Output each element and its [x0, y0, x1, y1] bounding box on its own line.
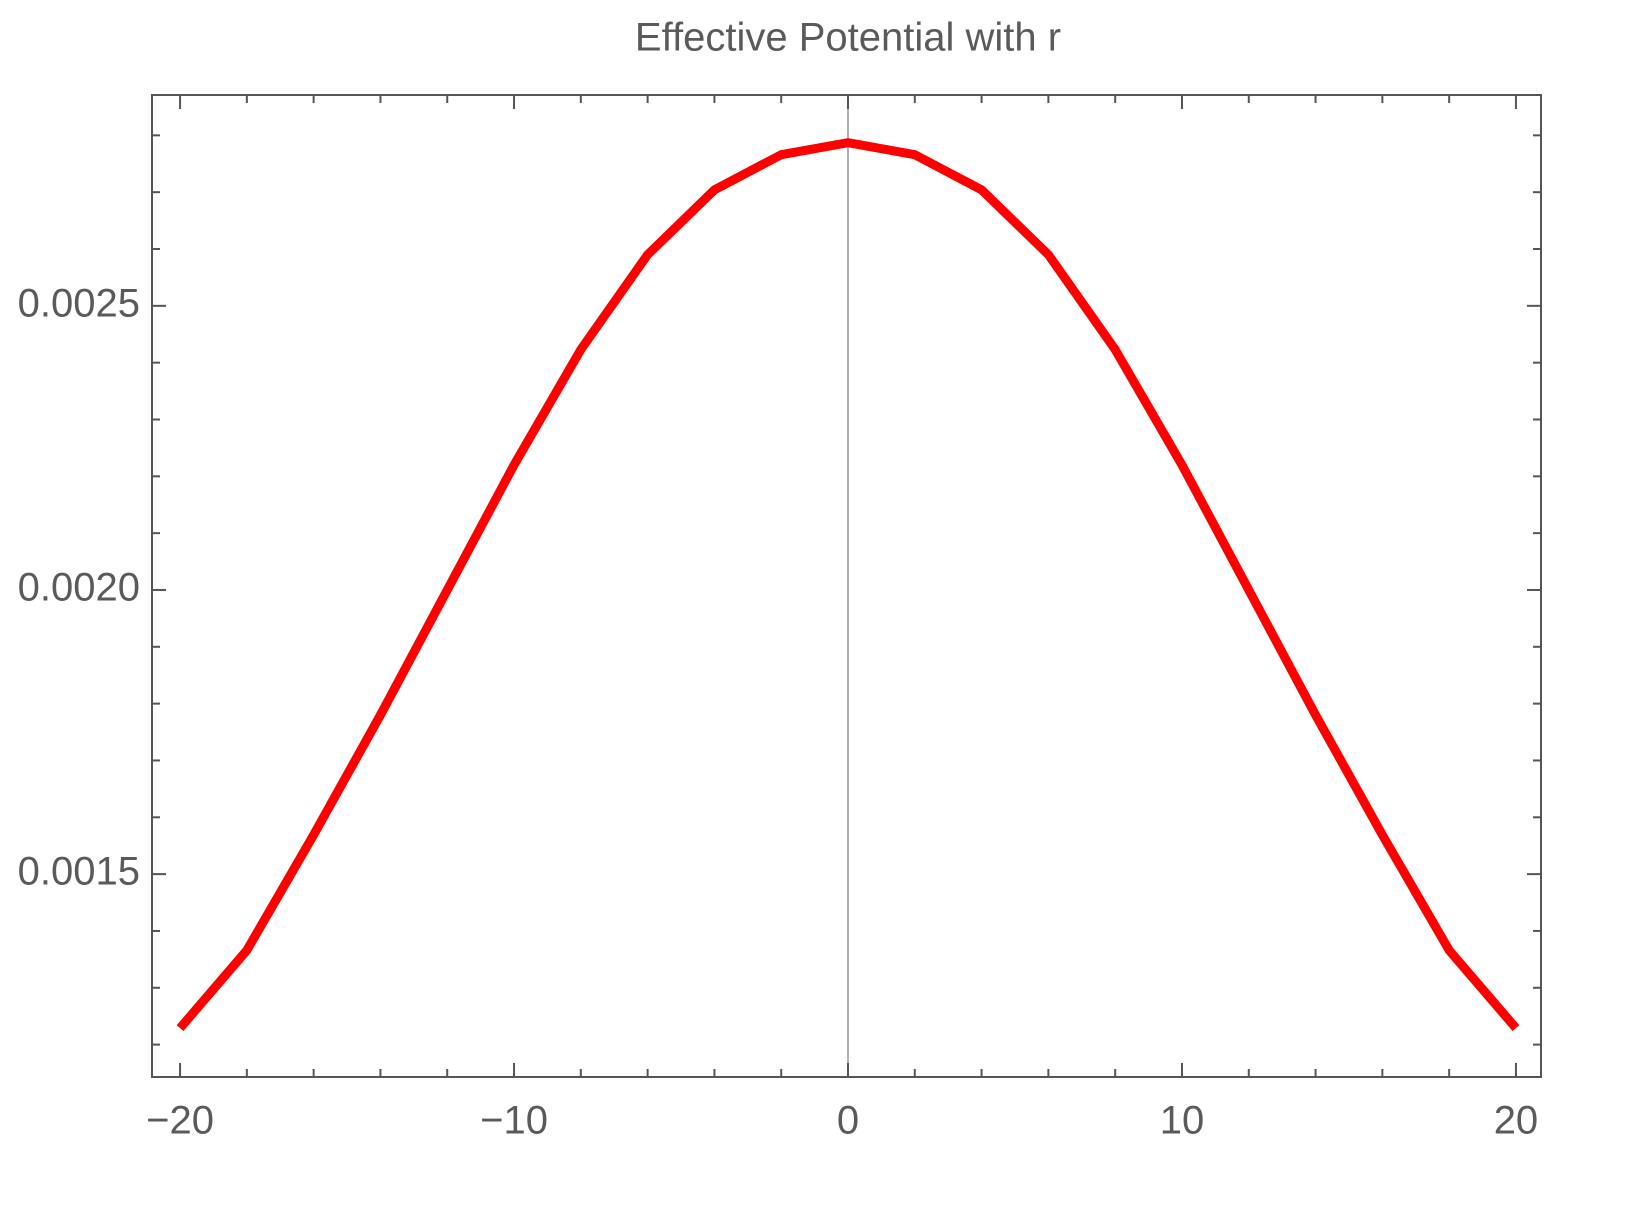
plot-frame — [151, 94, 1542, 1078]
line-series — [176, 138, 1520, 1032]
y-tick-label: 0.0020 — [18, 566, 140, 610]
x-tick-label: −10 — [480, 1099, 548, 1143]
y-tick-label: 0.0025 — [18, 281, 140, 325]
y-tick-label: 0.0015 — [18, 850, 140, 894]
x-tick-label: 20 — [1494, 1099, 1539, 1143]
x-tick-label: 10 — [1160, 1099, 1205, 1143]
x-tick-label: 0 — [837, 1099, 859, 1143]
chart-title: Effective Potential with r — [635, 16, 1061, 60]
x-tick-label: −20 — [146, 1099, 214, 1143]
